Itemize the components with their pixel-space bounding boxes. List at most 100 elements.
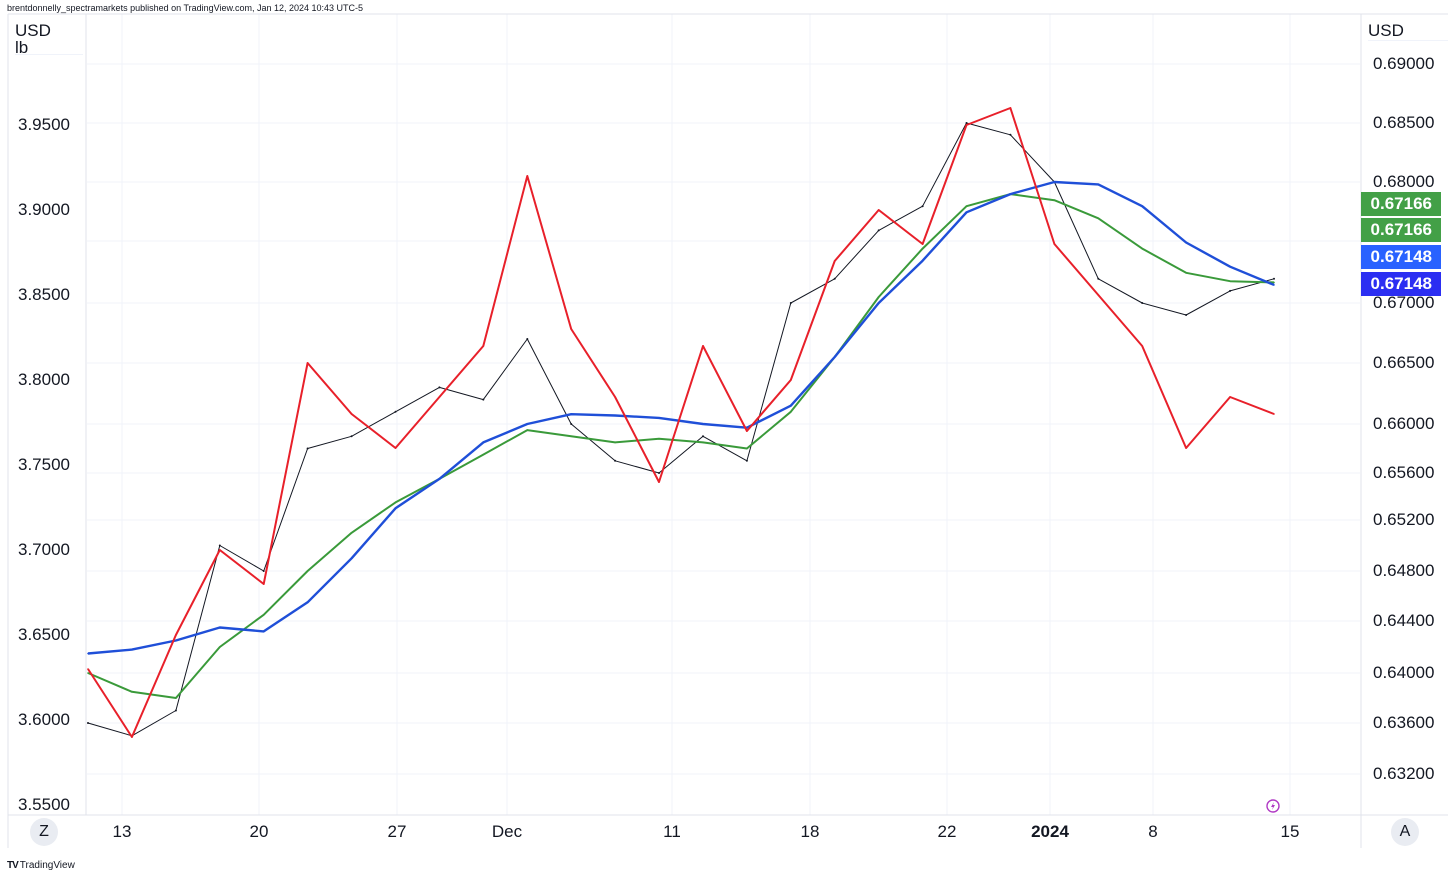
right-axis-tick-label: 0.67000 — [1373, 293, 1435, 312]
left-axis-tick-label: 3.9500 — [18, 115, 70, 134]
series-blue-point — [614, 414, 616, 417]
series-red-point — [833, 260, 836, 262]
series-blue-point — [262, 630, 265, 633]
series-blue-point — [1053, 181, 1056, 183]
series-red-point — [262, 583, 265, 585]
price-badge: 0.67166 — [1361, 218, 1441, 242]
series-red-point — [658, 481, 660, 483]
series-green-point — [1053, 199, 1056, 201]
price-badge: 0.67148 — [1361, 245, 1441, 269]
series-red-point — [438, 396, 441, 398]
series-blue-point — [877, 302, 880, 304]
series-blue-point — [306, 601, 309, 604]
series-red-point — [306, 362, 309, 364]
series-black-point — [350, 435, 353, 438]
series-green-point — [87, 672, 89, 674]
series-green-point — [1229, 280, 1231, 283]
series-black-line — [87, 122, 1275, 737]
right-axis-tick-label: 0.68500 — [1373, 113, 1435, 132]
series-black-point — [833, 277, 836, 280]
lightning-icon[interactable] — [1266, 799, 1280, 813]
series-black-point — [614, 459, 617, 462]
series-black-point — [87, 722, 89, 724]
series-red-point — [877, 209, 880, 211]
series-black-point — [702, 435, 704, 438]
series-blue-point — [175, 639, 177, 642]
x-axis-tick-label: 11 — [663, 822, 681, 841]
right-axis-tick-label: 0.64800 — [1373, 561, 1435, 580]
series-black-point — [438, 386, 441, 389]
series-red-point — [87, 668, 89, 670]
series-red-point — [482, 345, 485, 347]
series-red-point — [1273, 413, 1275, 415]
series-blue-point — [1273, 284, 1275, 286]
series-blue-point — [921, 259, 924, 262]
series-black-point — [174, 709, 177, 712]
left-axis-tick-label: 3.7500 — [18, 455, 70, 474]
series-red-point — [219, 549, 221, 551]
series-black-point — [570, 423, 573, 425]
tradingview-mark-icon: TV — [7, 860, 19, 871]
series-black-point — [877, 229, 880, 232]
series-green-point — [526, 429, 529, 431]
series-red-point — [921, 243, 924, 245]
left-axis-tick-label: 3.6500 — [18, 625, 70, 644]
series-green-point — [1097, 217, 1100, 220]
x-axis-tick-label: 15 — [1280, 822, 1300, 841]
right-axis-tick-label: 0.65600 — [1373, 463, 1435, 482]
series-blue-point — [131, 648, 133, 651]
chart-grid — [87, 14, 1360, 815]
series-blue-point — [1009, 193, 1012, 195]
x-axis-tick-label: 8 — [1148, 822, 1158, 841]
series-green-point — [877, 296, 880, 298]
series-black-point — [1185, 314, 1188, 316]
series-black-point — [921, 205, 924, 208]
series-red-point — [1141, 345, 1143, 347]
series-blue-point — [438, 478, 441, 480]
series-red-point — [526, 175, 529, 177]
x-axis-tick-label: 2024 — [1031, 822, 1069, 841]
series-black-point — [394, 410, 397, 413]
series-green-point — [570, 435, 572, 438]
series-green-point — [1185, 272, 1187, 274]
series-blue-point — [702, 423, 704, 425]
series-red-point — [175, 634, 177, 636]
series-red-point — [1229, 396, 1231, 398]
series-black-point — [306, 447, 309, 450]
left-axis-tick-label: 3.9000 — [18, 200, 70, 219]
auto-scale-left-button[interactable]: Z — [30, 818, 58, 846]
left-axis-tick-label: 3.8000 — [18, 370, 70, 389]
series-blue-point — [394, 507, 397, 510]
series-green-point — [1141, 247, 1143, 250]
price-badge: 0.67148 — [1361, 272, 1441, 296]
series-black-point — [1141, 302, 1144, 304]
left-axis-tick-label: 3.6000 — [18, 710, 70, 729]
series-black-point — [218, 544, 221, 547]
series-blue-point — [833, 356, 836, 358]
series-black-point — [526, 338, 529, 340]
right-axis-tick-label: 0.68000 — [1373, 172, 1435, 191]
series-red-point — [1097, 294, 1100, 296]
series-red-point — [1009, 107, 1012, 109]
series-layer — [87, 107, 1275, 738]
series-red-line — [87, 107, 1275, 738]
series-green-point — [262, 614, 265, 616]
publisher-line: brentdonnelly_spectramarkets published o… — [7, 3, 364, 13]
right-axis-tick-label: 0.63600 — [1373, 713, 1435, 732]
right-axis-tick-label: 0.66500 — [1373, 353, 1435, 372]
series-green-point — [131, 691, 133, 693]
series-black-point — [1009, 133, 1012, 136]
auto-scale-right-button[interactable]: A — [1391, 818, 1419, 846]
series-green-point — [965, 205, 968, 207]
series-red-point — [790, 379, 792, 381]
series-black-point — [1097, 277, 1100, 280]
x-axis-tick-label: 27 — [387, 822, 407, 841]
right-axis-tick-label: 0.63200 — [1373, 764, 1435, 783]
series-green-point — [1273, 281, 1275, 284]
left-axis-unit: USD lb — [15, 22, 83, 56]
series-blue-point — [526, 423, 529, 425]
series-green-line — [87, 193, 1275, 699]
series-blue-point — [219, 626, 221, 629]
series-green-point — [394, 501, 397, 504]
